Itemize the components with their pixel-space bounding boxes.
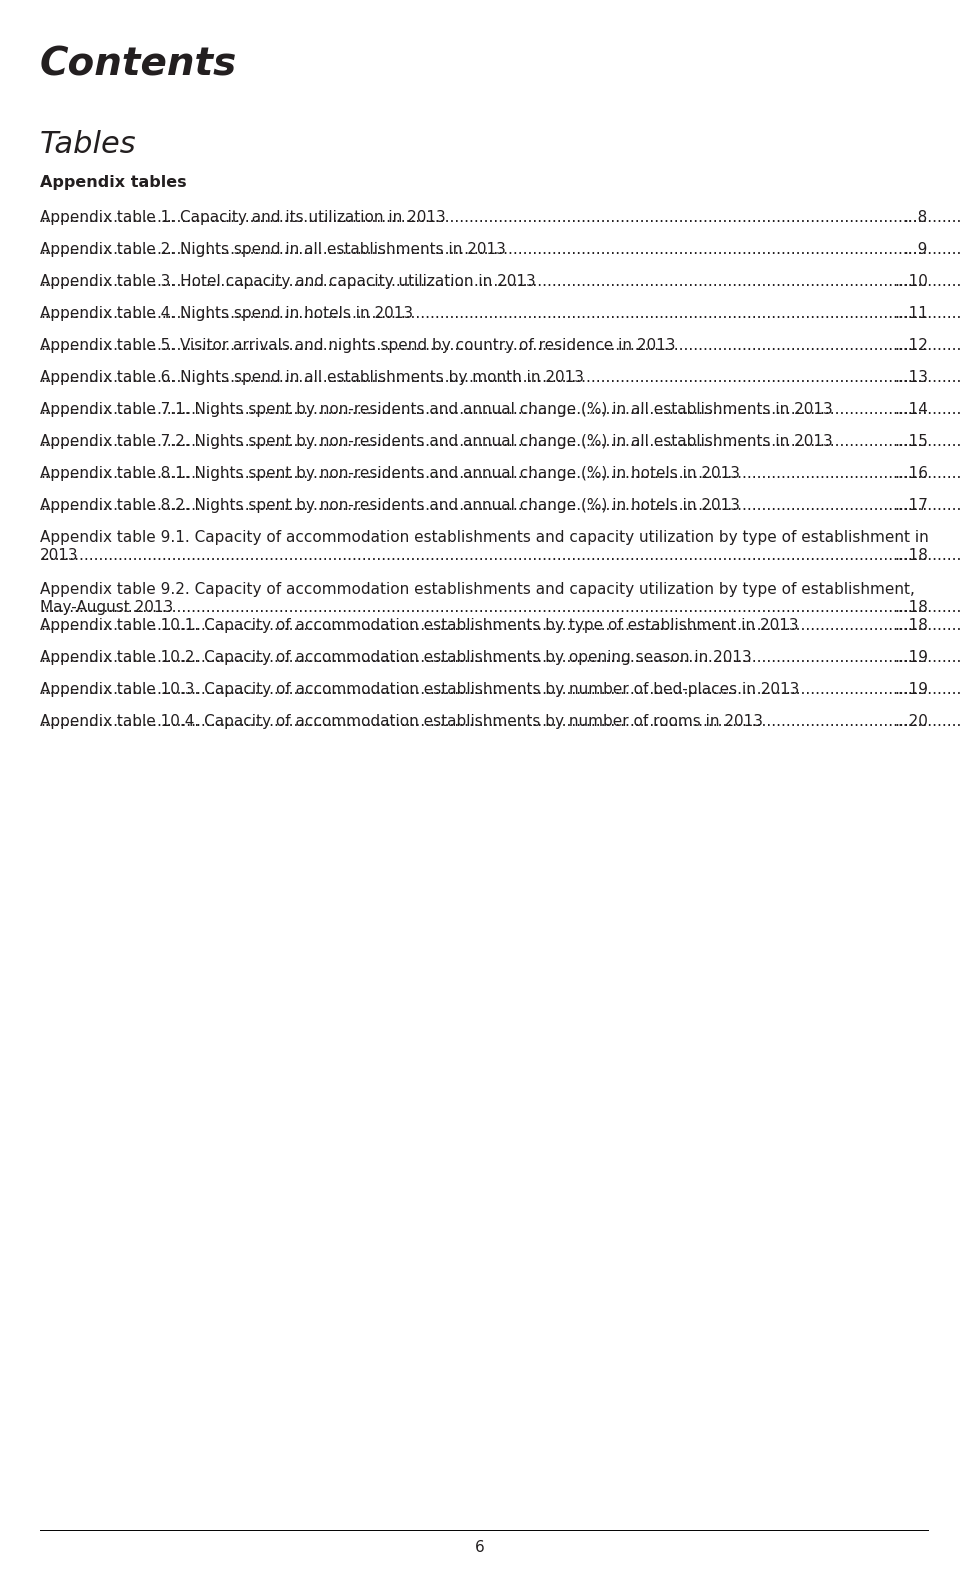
- Text: ...11: ...11: [894, 307, 928, 321]
- Text: Appendix table 5. Visitor arrivals and nights spend by country of residence in 2: Appendix table 5. Visitor arrivals and n…: [40, 338, 676, 354]
- Text: ................................................................................: ........................................…: [40, 549, 960, 563]
- Text: ...14: ...14: [894, 402, 928, 417]
- Text: Contents: Contents: [40, 46, 237, 83]
- Text: 2013: 2013: [40, 549, 79, 563]
- Text: Appendix table 4. Nights spend in hotels in 2013: Appendix table 4. Nights spend in hotels…: [40, 307, 413, 321]
- Text: Appendix table 7.1. Nights spent by non-residents and annual change (%) in all e: Appendix table 7.1. Nights spent by non-…: [40, 402, 832, 417]
- Text: Tables: Tables: [40, 130, 136, 159]
- Text: ...18: ...18: [894, 549, 928, 563]
- Text: Appendix table 1. Capacity and its utilization in 2013: Appendix table 1. Capacity and its utili…: [40, 211, 445, 225]
- Text: ................................................................................: ........................................…: [40, 402, 960, 417]
- Text: ...18: ...18: [894, 601, 928, 615]
- Text: Appendix table 10.1. Capacity of accommodation establishments by type of establi: Appendix table 10.1. Capacity of accommo…: [40, 618, 799, 634]
- Text: ................................................................................: ........................................…: [40, 369, 960, 385]
- Text: Appendix table 10.4. Capacity of accommodation establishments by number of rooms: Appendix table 10.4. Capacity of accommo…: [40, 714, 763, 729]
- Text: ...19: ...19: [894, 649, 928, 665]
- Text: ...10: ...10: [894, 274, 928, 289]
- Text: Appendix table 7.2. Nights spent by non-residents and annual change (%) in all e: Appendix table 7.2. Nights spent by non-…: [40, 434, 832, 450]
- Text: ...9: ...9: [903, 242, 928, 256]
- Text: 6: 6: [475, 1541, 485, 1555]
- Text: ................................................................................: ........................................…: [40, 274, 960, 289]
- Text: ................................................................................: ........................................…: [40, 498, 960, 512]
- Text: ................................................................................: ........................................…: [40, 338, 960, 354]
- Text: ...18: ...18: [894, 618, 928, 634]
- Text: Appendix table 9.1. Capacity of accommodation establishments and capacity utiliz: Appendix table 9.1. Capacity of accommod…: [40, 530, 928, 545]
- Text: ...17: ...17: [894, 498, 928, 512]
- Text: ................................................................................: ........................................…: [40, 434, 960, 450]
- Text: Appendix table 10.2. Capacity of accommodation establishments by opening season : Appendix table 10.2. Capacity of accommo…: [40, 649, 752, 665]
- Text: ...16: ...16: [894, 465, 928, 481]
- Text: Appendix table 3. Hotel capacity and capacity utilization in 2013: Appendix table 3. Hotel capacity and cap…: [40, 274, 536, 289]
- Text: ................................................................................: ........................................…: [40, 618, 960, 634]
- Text: May-August 2013: May-August 2013: [40, 601, 173, 615]
- Text: ...13: ...13: [894, 369, 928, 385]
- Text: ...20: ...20: [894, 714, 928, 729]
- Text: Appendix table 2. Nights spend in all establishments in 2013: Appendix table 2. Nights spend in all es…: [40, 242, 506, 256]
- Text: Appendix table 8.2. Nights spent by non-residents and annual change (%) in hotel: Appendix table 8.2. Nights spent by non-…: [40, 498, 740, 512]
- Text: Appendix table 8.1. Nights spent by non-residents and annual change (%) in hotel: Appendix table 8.1. Nights spent by non-…: [40, 465, 740, 481]
- Text: ...19: ...19: [894, 682, 928, 696]
- Text: Appendix table 10.3. Capacity of accommodation establishments by number of bed-p: Appendix table 10.3. Capacity of accommo…: [40, 682, 800, 696]
- Text: ...12: ...12: [894, 338, 928, 354]
- Text: ................................................................................: ........................................…: [40, 211, 960, 225]
- Text: ................................................................................: ........................................…: [40, 307, 960, 321]
- Text: ................................................................................: ........................................…: [40, 601, 960, 615]
- Text: ................................................................................: ........................................…: [40, 682, 960, 696]
- Text: ................................................................................: ........................................…: [40, 242, 960, 256]
- Text: ................................................................................: ........................................…: [40, 714, 960, 729]
- Text: ...15: ...15: [894, 434, 928, 450]
- Text: Appendix tables: Appendix tables: [40, 174, 186, 190]
- Text: Appendix table 6. Nights spend in all establishments by month in 2013: Appendix table 6. Nights spend in all es…: [40, 369, 584, 385]
- Text: ...8: ...8: [903, 211, 928, 225]
- Text: ................................................................................: ........................................…: [40, 649, 960, 665]
- Text: ................................................................................: ........................................…: [40, 465, 960, 481]
- Text: Appendix table 9.2. Capacity of accommodation establishments and capacity utiliz: Appendix table 9.2. Capacity of accommod…: [40, 582, 915, 597]
